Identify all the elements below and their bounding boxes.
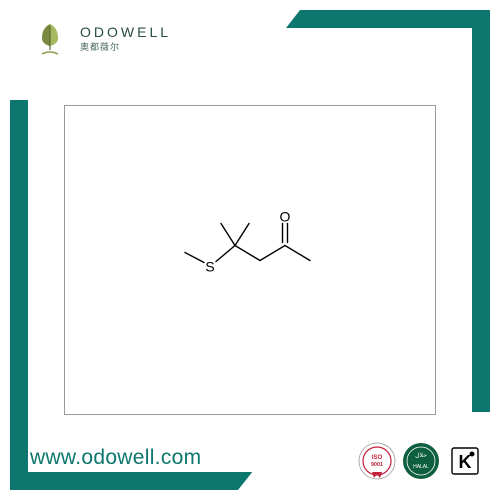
svg-text:حلال: حلال xyxy=(415,452,427,459)
halal-badge: حلال HALAL xyxy=(402,442,440,480)
kosher-badge: K xyxy=(446,442,484,480)
website-url[interactable]: www.odowell.com xyxy=(30,446,201,470)
chemical-structure: O S xyxy=(170,211,330,301)
svg-text:K: K xyxy=(459,452,472,472)
brand-subtitle: 奥都薇尔 xyxy=(80,40,171,53)
atom-o: O xyxy=(280,211,291,225)
brand-logo: ODOWELL 奥都薇尔 xyxy=(28,16,171,60)
svg-text:9001: 9001 xyxy=(371,462,383,468)
brand-name: ODOWELL xyxy=(80,24,171,40)
iso-9001-badge: ISO 9001 xyxy=(358,442,396,480)
leaf-icon xyxy=(28,16,72,60)
certification-badges: ISO 9001 حلال HALAL K xyxy=(358,442,484,480)
svg-text:ISO: ISO xyxy=(372,455,383,461)
atom-s: S xyxy=(205,259,214,275)
chemical-structure-box: O S xyxy=(64,105,436,415)
svg-text:HALAL: HALAL xyxy=(413,464,429,470)
